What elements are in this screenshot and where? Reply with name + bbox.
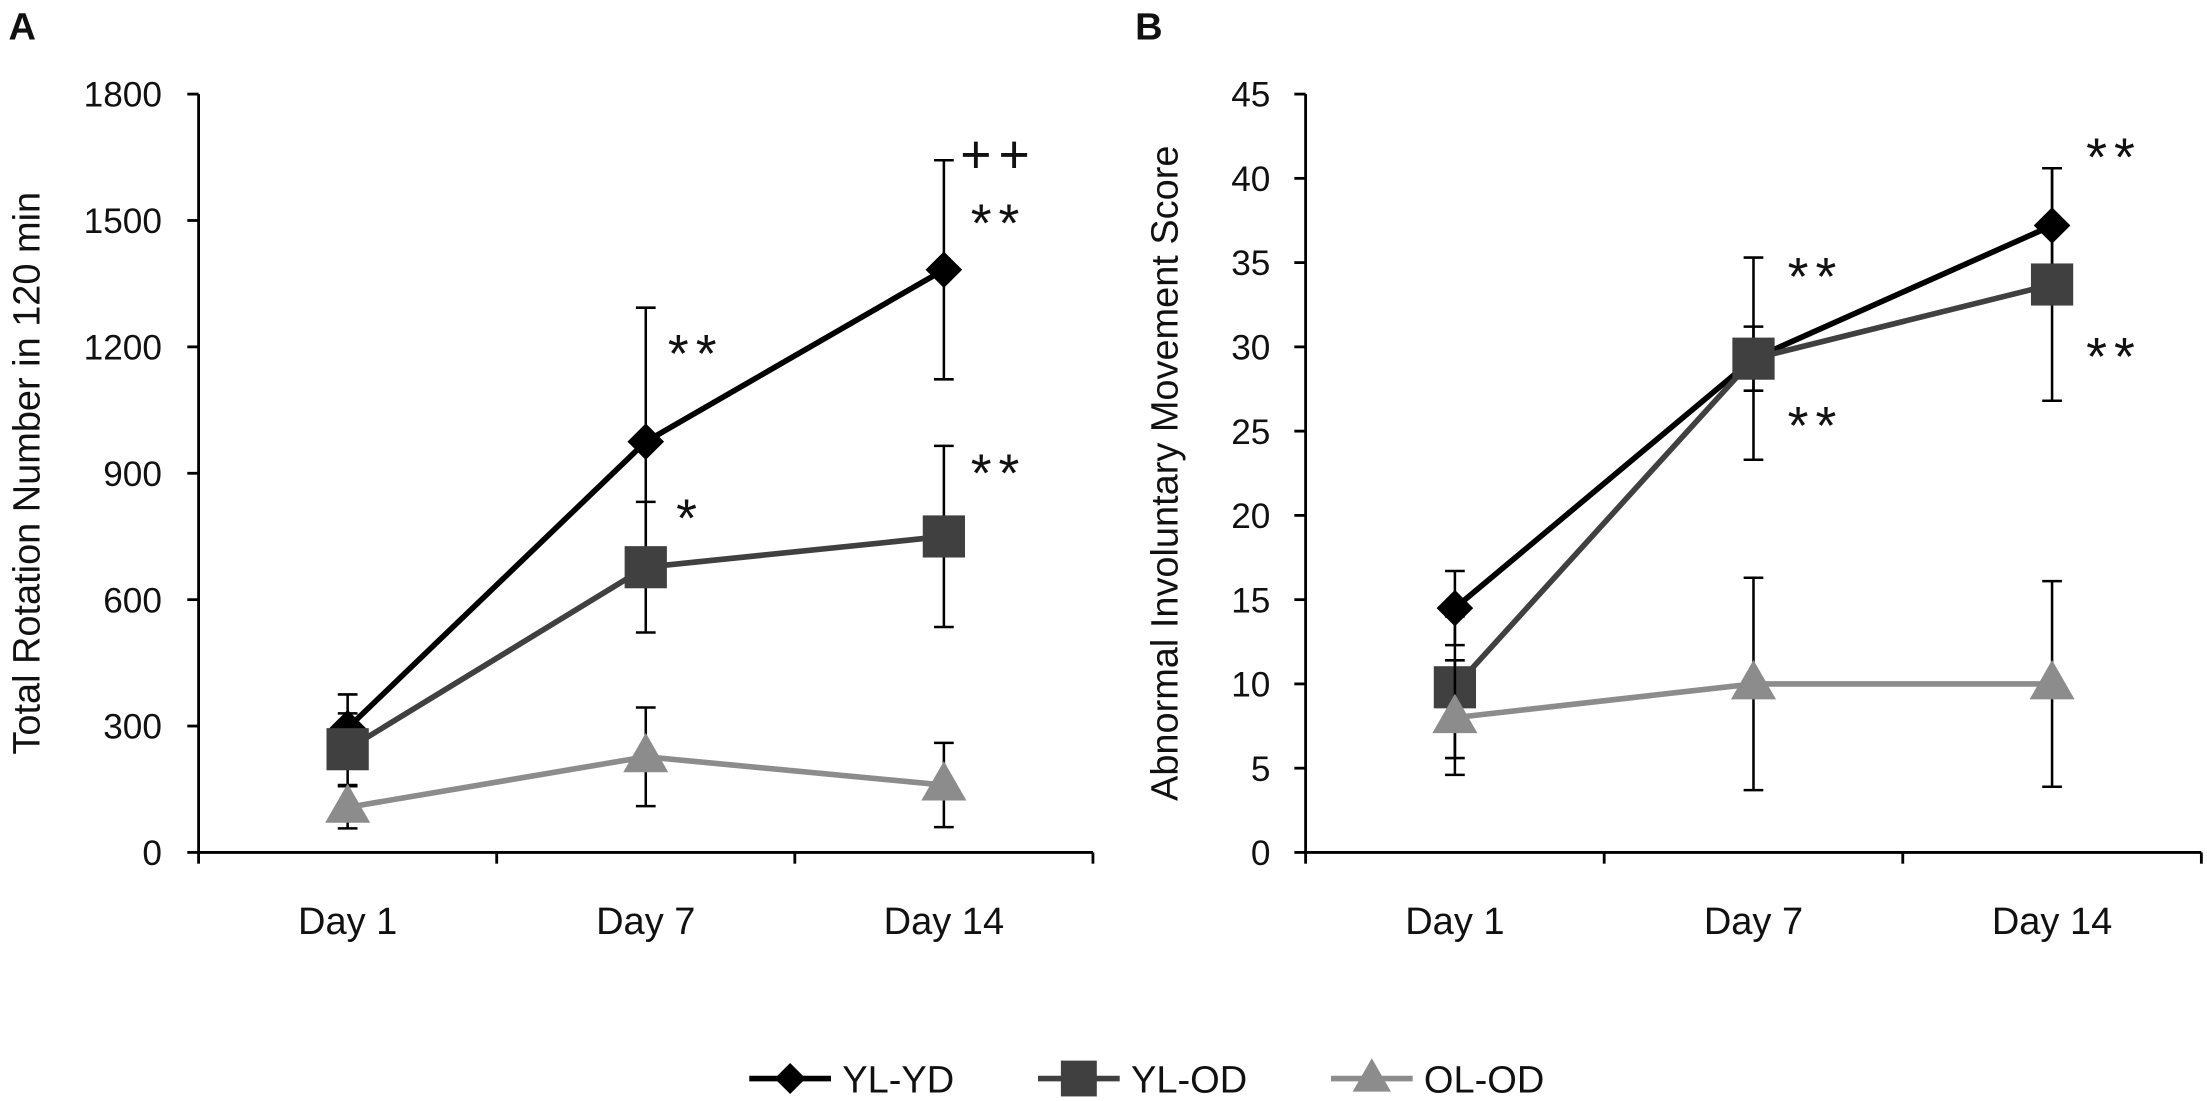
- panel-a: A Total Rotation Number in 120 min 0 300 600…: [6, 6, 1095, 943]
- y-tick-label: 900: [103, 455, 162, 494]
- legend-label-yl-od: YL-OD: [1131, 1060, 1247, 1101]
- y-tick-label: 5: [1251, 750, 1271, 789]
- yl-od-marker-day-7: [624, 546, 667, 589]
- series-ol-od: [325, 706, 967, 830]
- ol-od-marker-day-14: [921, 761, 967, 801]
- y-tick-label: 0: [1251, 834, 1271, 873]
- y-tick-label: 1500: [84, 202, 162, 241]
- legend-marker-ol-od: [1352, 1058, 1391, 1092]
- yl-od-marker-day-14: [2030, 263, 2074, 306]
- legend-marker-yl-od: [1060, 1060, 1097, 1097]
- series-yl-od: [326, 444, 966, 787]
- y-tick-label: 10: [1231, 666, 1270, 705]
- y-tick-label: 15: [1231, 581, 1270, 620]
- significance-annotation: **: [1788, 397, 1844, 456]
- y-tick-label: 300: [103, 708, 162, 747]
- y-tick-label: 25: [1231, 413, 1270, 452]
- significance-annotation: *: [676, 490, 704, 549]
- significance-annotation: **: [2086, 129, 2142, 188]
- y-tick-label: 20: [1231, 497, 1270, 536]
- legend-label-yl-yd: YL-YD: [842, 1060, 954, 1101]
- y-tick-label: 600: [103, 581, 162, 620]
- legend-marker-yl-yd: [774, 1063, 806, 1095]
- series-yl-yd: [329, 158, 963, 764]
- x-category-label-day-7: Day 7: [1704, 901, 1803, 943]
- yl-yd-marker-day-14: [925, 251, 963, 289]
- x-category-label-day-14: Day 14: [884, 901, 1004, 943]
- y-axis-title: Total Rotation Number in 120 min: [6, 192, 48, 755]
- ol-od-marker-day-14: [2029, 660, 2075, 700]
- x-category-label-day-7: Day 7: [596, 901, 695, 943]
- significance-annotation: **: [971, 195, 1027, 254]
- y-tick-label: 1200: [84, 329, 162, 368]
- ol-od-marker-day-1: [1432, 693, 1478, 734]
- y-tick-label: 40: [1231, 160, 1270, 199]
- series-yl-od: [1433, 166, 2074, 760]
- significance-annotation: **: [971, 445, 1027, 504]
- legend-item-yl-od: YL-OD: [1038, 1060, 1247, 1101]
- series-ol-od: [1432, 576, 2075, 792]
- x-category-label-day-1: Day 1: [1405, 901, 1504, 943]
- legend-item-ol-od: OL-OD: [1330, 1058, 1544, 1101]
- significance-annotation: **: [1788, 248, 1844, 307]
- significance-annotation: **: [668, 325, 724, 384]
- legend: YL-YD YL-OD OL-OD: [749, 1058, 1544, 1101]
- y-tick-label: 45: [1231, 76, 1270, 115]
- yl-od-marker-day-1: [326, 728, 369, 771]
- ol-od-marker-day-7: [623, 732, 669, 773]
- legend-label-ol-od: OL-OD: [1424, 1060, 1544, 1101]
- y-axis-title: Abnormal Involuntary Movement Score: [1144, 146, 1186, 801]
- y-tick-label: 1800: [84, 76, 162, 115]
- y-tick-label: 30: [1231, 329, 1270, 368]
- significance-annotation: **: [2086, 328, 2142, 387]
- y-tick-label: 35: [1231, 244, 1270, 283]
- yl-od-marker-day-7: [1732, 337, 1775, 380]
- ol-od-marker-day-1: [325, 783, 371, 823]
- x-category-label-day-14: Day 14: [1992, 901, 2112, 943]
- x-category-label-day-1: Day 1: [298, 901, 397, 943]
- y-tick-label: 0: [142, 834, 162, 873]
- panel-label-a: A: [8, 6, 35, 48]
- significance-annotation: ++: [960, 126, 1037, 185]
- legend-item-yl-yd: YL-YD: [749, 1060, 954, 1101]
- yl-od-marker-day-14: [922, 515, 966, 558]
- ol-od-marker-day-7: [1730, 660, 1777, 700]
- panel-label-b: B: [1135, 6, 1162, 48]
- panel-b: B Abnormal Involuntary Movement Score 0 5 10…: [1135, 6, 2203, 943]
